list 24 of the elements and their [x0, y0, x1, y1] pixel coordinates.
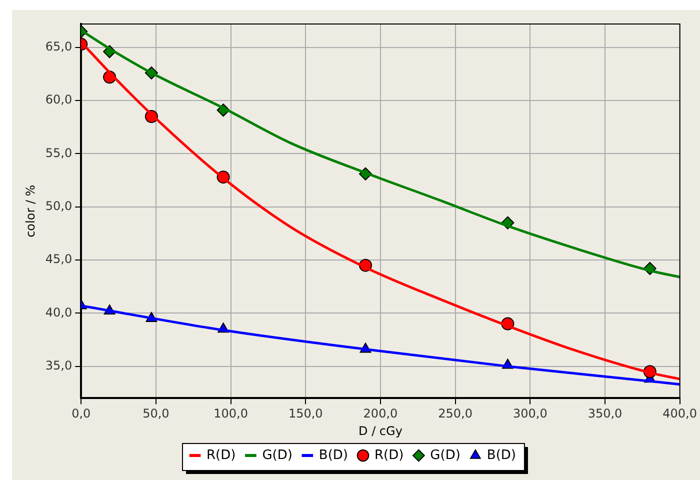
x-tick-label: 150,0 — [288, 406, 323, 421]
legend-label: R(D) — [374, 448, 404, 463]
y-axis-title: color / % — [23, 184, 38, 238]
x-tick-label: 350,0 — [588, 406, 622, 421]
y-tick-label: 55,0 — [45, 146, 72, 160]
x-tick-label: 400,0 — [662, 406, 698, 421]
y-tick-label: 45,0 — [45, 252, 72, 266]
x-tick-label: 0,0 — [72, 406, 91, 421]
y-tick-label: 40,0 — [45, 305, 72, 320]
x-tick-label: 100,0 — [214, 406, 248, 421]
legend-label: B(D) — [486, 448, 516, 463]
legend-label: R(D) — [206, 448, 236, 463]
x-tick-label: 250,0 — [438, 406, 472, 421]
y-tick-label: 35,0 — [45, 358, 72, 372]
x-tick-label: 50,0 — [142, 406, 170, 421]
legend-label: B(D) — [318, 448, 348, 463]
y-tick-label: 50,0 — [45, 198, 72, 213]
y-tick-label: 60,0 — [45, 92, 72, 107]
legend-label: G(D) — [430, 448, 460, 463]
y-tick-label: 65,0 — [45, 40, 72, 54]
legend-label: G(D) — [262, 448, 292, 463]
x-tick-label: 200,0 — [363, 406, 398, 421]
x-tick-label: 300,0 — [512, 406, 548, 421]
x-axis-title: D / cGy — [358, 424, 402, 438]
